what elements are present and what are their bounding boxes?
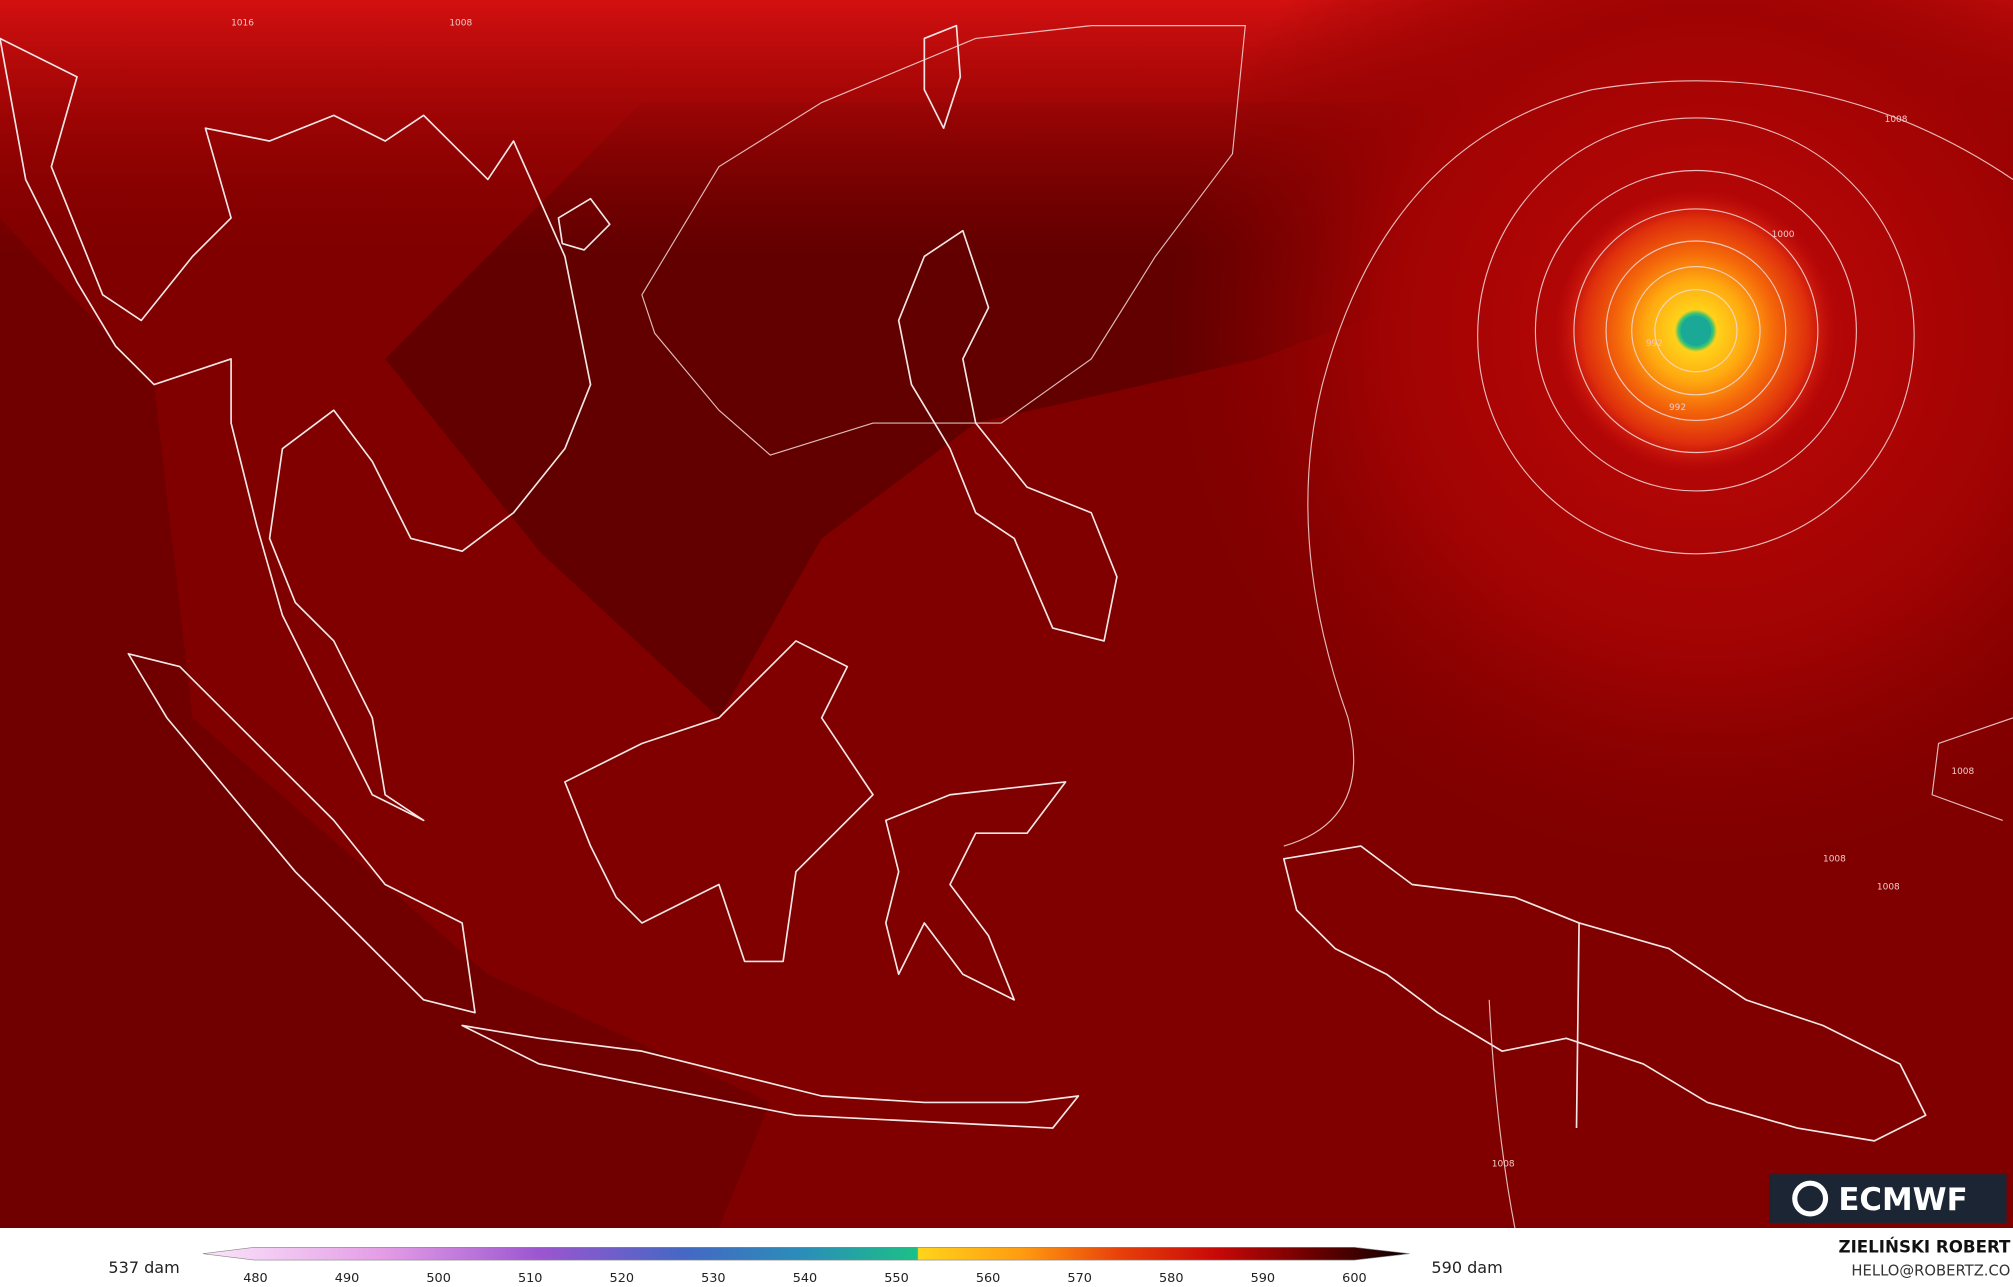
legend-max: 590 dam xyxy=(1431,1258,1502,1277)
isobars xyxy=(641,25,2013,1229)
coastlines xyxy=(0,24,1927,1142)
colorbar-tick-label: 580 xyxy=(1159,1271,1183,1286)
contour-label: 1000 xyxy=(1772,230,1795,240)
coastline xyxy=(1282,845,1927,1142)
map: 1016 1008 1008 1000 992 1008 1008 1008 1008 992 xyxy=(0,0,2013,1229)
isobar xyxy=(1573,208,1819,454)
coastline xyxy=(127,652,476,1014)
colorbar-tick-label: 510 xyxy=(518,1271,542,1286)
contour-label: 1008 xyxy=(1823,854,1846,864)
coastline xyxy=(1575,922,1580,1129)
legend-min: 537 dam xyxy=(108,1258,179,1277)
logo-icon xyxy=(1792,1180,1829,1217)
colorbar-tick-label: 590 xyxy=(1251,1271,1275,1286)
colorbar-tick-label: 560 xyxy=(976,1271,1000,1286)
credit-contact: HELLO@ROBERTZ.CO xyxy=(1851,1262,2010,1279)
isobar xyxy=(1631,266,1761,396)
colorbar-tick-label: 550 xyxy=(884,1271,908,1286)
logo-text: ECMWF xyxy=(1838,1182,1967,1218)
coastline xyxy=(564,640,874,963)
isobar xyxy=(641,25,1246,456)
contour-label: 1008 xyxy=(449,19,472,29)
coastline xyxy=(461,1024,1080,1129)
coastline xyxy=(557,197,611,251)
colorbar-tick-label: 600 xyxy=(1342,1271,1366,1286)
colorbar-tick-label: 480 xyxy=(243,1271,267,1286)
coastline xyxy=(0,37,592,822)
field-region xyxy=(0,217,771,1229)
contour-label: 992 xyxy=(1646,339,1663,349)
colorbar-tick-label: 500 xyxy=(426,1271,450,1286)
colorbar-tick-label: 540 xyxy=(793,1271,817,1286)
coastline xyxy=(884,781,1067,1001)
contour-label: 1008 xyxy=(1951,767,1974,777)
contour-label: 992 xyxy=(1669,403,1686,413)
contour-label: 1016 xyxy=(231,19,254,29)
colorbar-tick-label: 520 xyxy=(610,1271,634,1286)
colorbar-bar xyxy=(202,1246,1410,1261)
coastline xyxy=(923,24,962,130)
logo: ECMWF xyxy=(1769,1174,2007,1223)
cyclone-eye xyxy=(1680,315,1712,347)
isobar xyxy=(1605,240,1787,422)
coastline xyxy=(897,229,1118,642)
credit-name: ZIELIŃSKI ROBERT xyxy=(1838,1237,2011,1256)
isobar xyxy=(1477,117,1915,555)
colorbar-ticks: 480 490 500 510 520 530 540 550 560 570 580 590 600 xyxy=(243,1271,1366,1286)
isobar xyxy=(1654,289,1738,373)
colorbar-tick-label: 530 xyxy=(701,1271,725,1286)
contour-label: 1008 xyxy=(1885,115,1908,125)
colorbar-tick-label: 570 xyxy=(1067,1271,1091,1286)
contour-label: 1008 xyxy=(1877,883,1900,893)
colorbar: 537 dam 590 dam 480 490 500 510 520 530 540 550… xyxy=(108,1246,1503,1286)
isobar xyxy=(1488,999,1516,1229)
contour-label: 1008 xyxy=(1492,1160,1515,1170)
isobar xyxy=(1931,717,2013,821)
isobar xyxy=(1534,169,1857,492)
contour-labels: 1016 1008 1008 1000 992 1008 1008 1008 1008 992 xyxy=(231,19,1974,1170)
isobar xyxy=(1283,80,2013,847)
colorbar-tick-label: 490 xyxy=(335,1271,359,1286)
